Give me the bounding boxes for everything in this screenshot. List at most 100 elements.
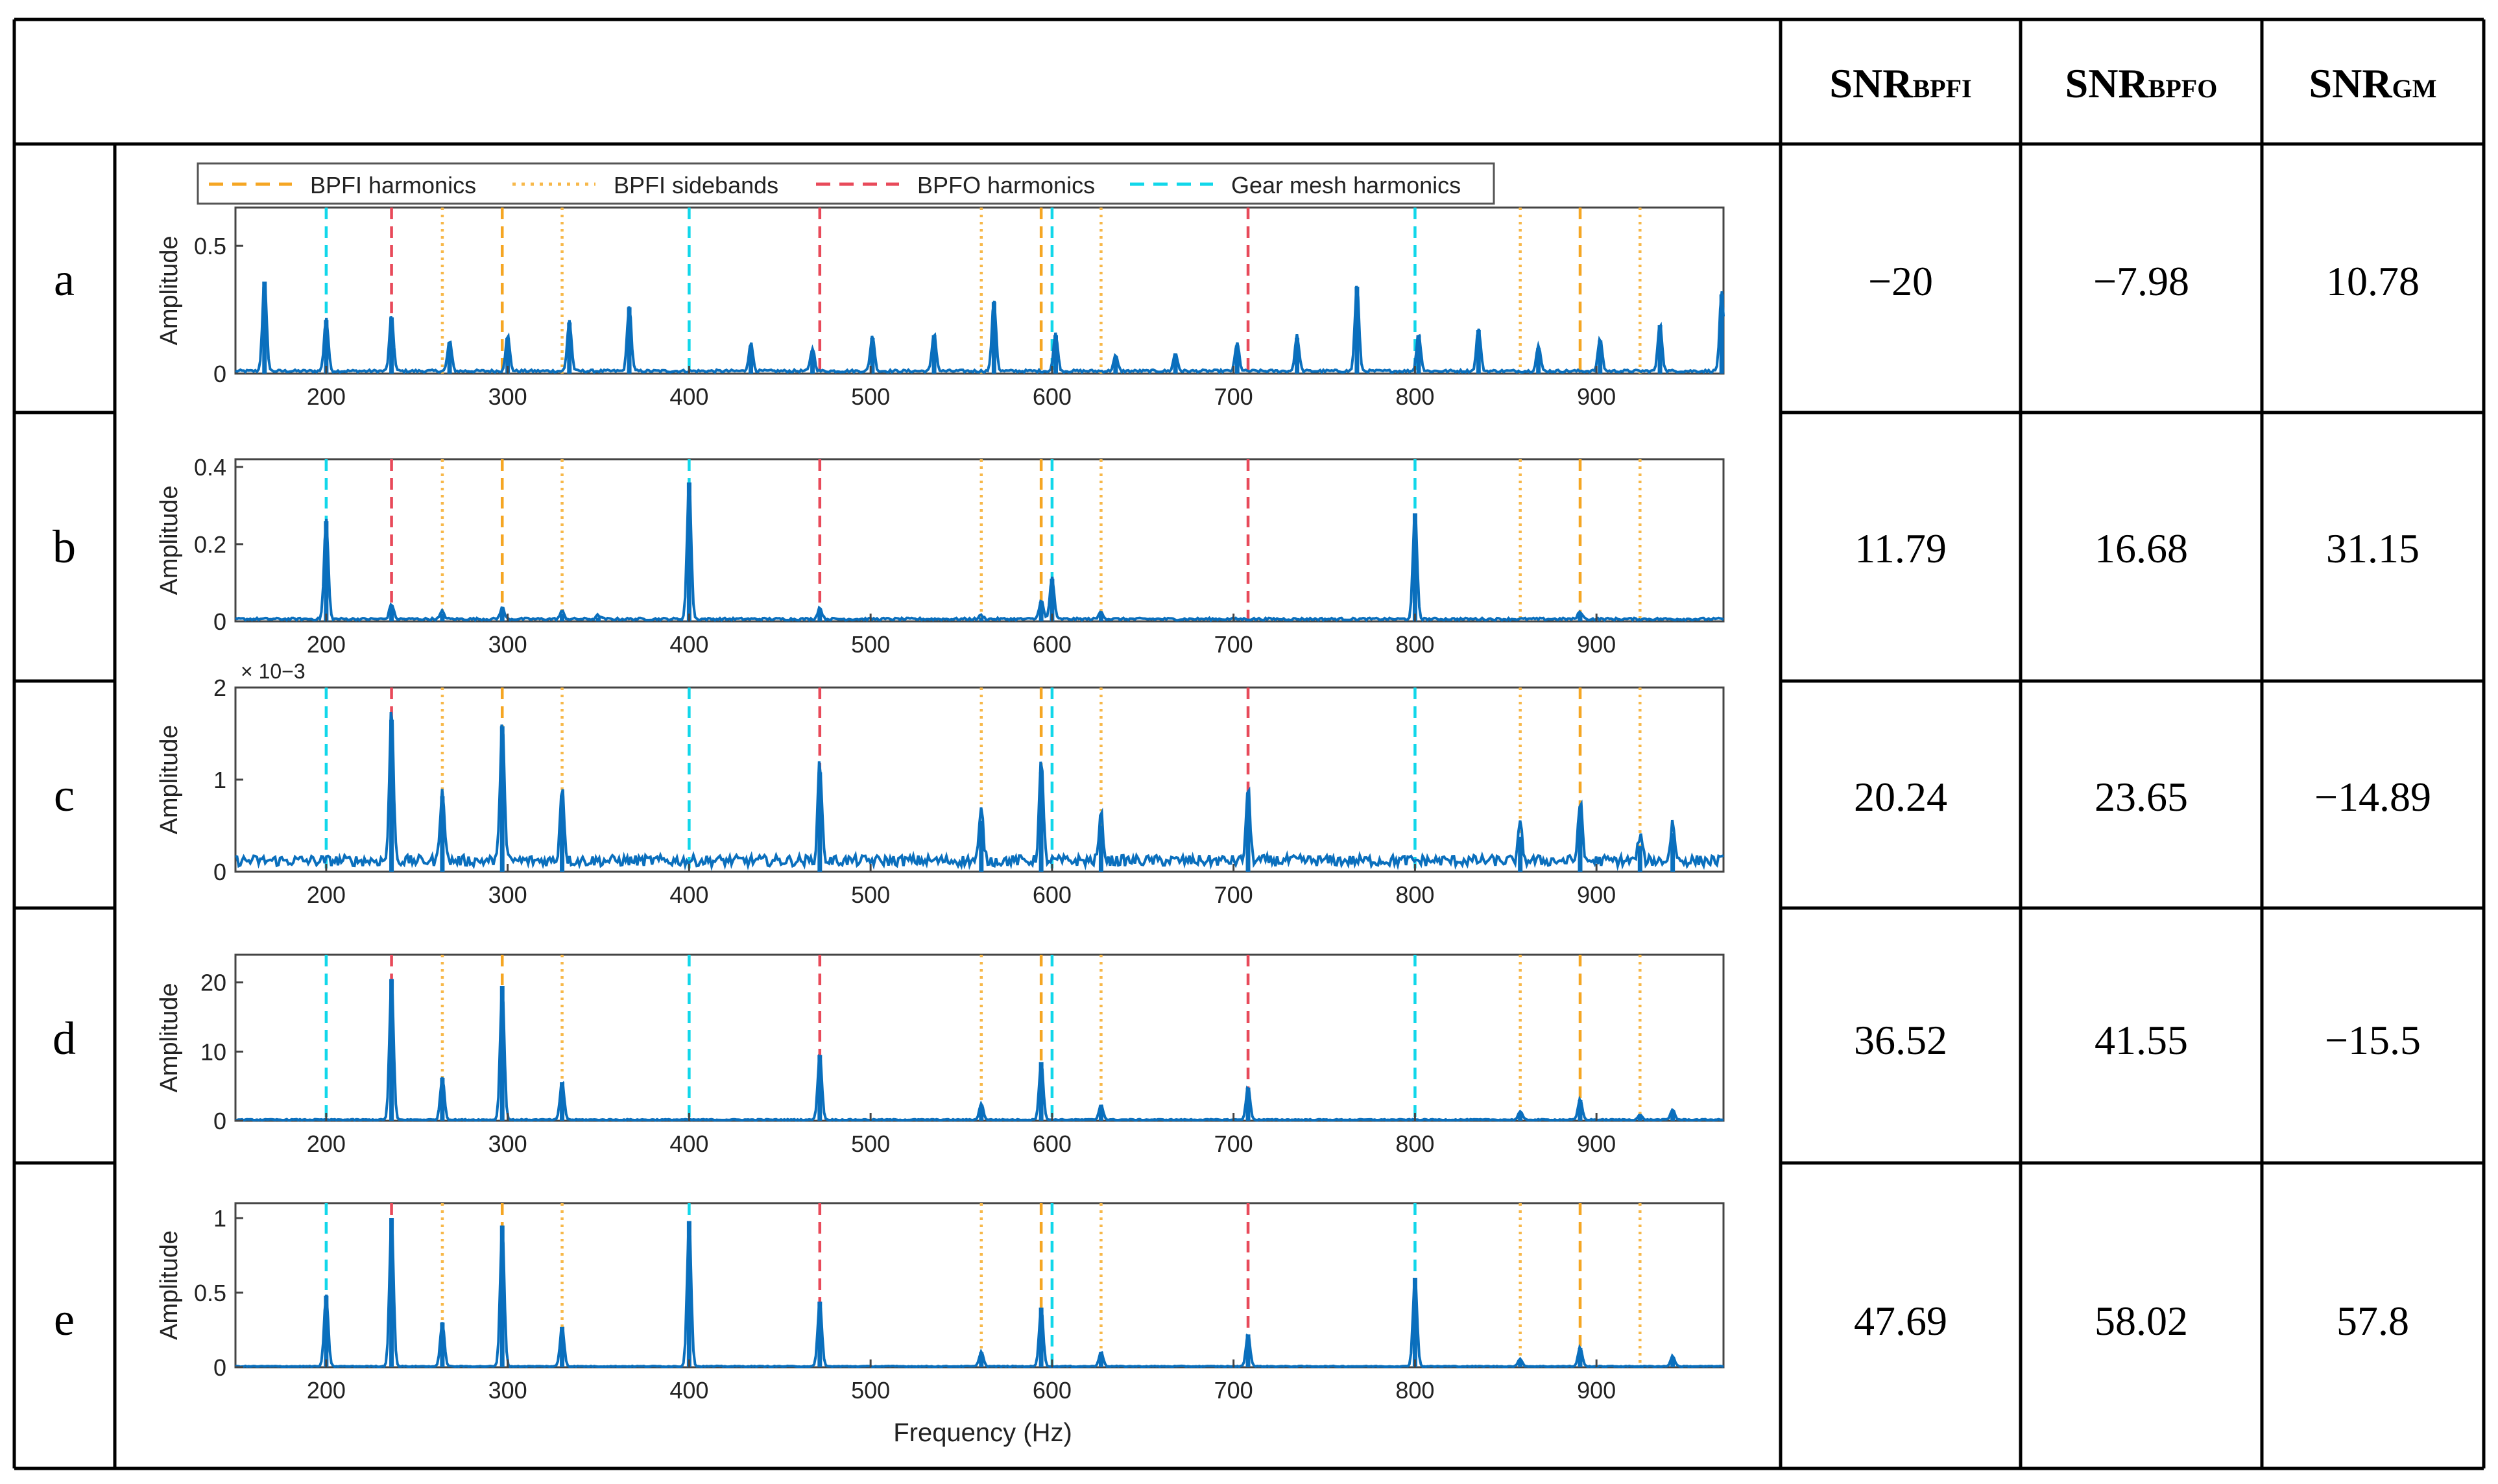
- row-labels: a b c d e: [53, 254, 76, 1345]
- x-tick-label: 800: [1395, 383, 1434, 410]
- snr-value-cell: −14.89: [2314, 774, 2431, 820]
- row-label-b: b: [53, 521, 76, 573]
- spectrum-panel-d: 200 300 400 500 600 700 800 900 0 10 20 Amplitude: [156, 953, 1725, 1157]
- y-axis-title: Amplitude: [156, 1230, 183, 1340]
- chart-legend: BPFI harmonics BPFI sidebands BPFO harmo…: [197, 162, 1495, 205]
- spectrum-panel-b: 200 300 400 500 600 700 800 900 0 0.2 0.4 Amplitude: [156, 454, 1725, 658]
- y-tick-label: 0: [213, 361, 226, 387]
- snr-value-cell: −20: [1868, 258, 1933, 304]
- plot-frame: [234, 206, 1725, 375]
- row-label-d: d: [53, 1012, 76, 1064]
- header-snr-gm: SNRGM: [2309, 60, 2437, 106]
- legend-label: BPFI sidebands: [614, 172, 778, 198]
- x-tick-label: 400: [669, 1377, 708, 1404]
- y-tick-label: 1: [213, 767, 226, 793]
- spectrum-line: [235, 485, 1724, 623]
- snr-value-cell: 36.52: [1854, 1017, 1947, 1063]
- legend-label: BPFI harmonics: [310, 172, 476, 198]
- x-axis-title: Frequency (Hz): [893, 1418, 1072, 1447]
- plot-frame: [234, 1202, 1725, 1369]
- legend-label: BPFO harmonics: [917, 172, 1095, 198]
- snr-value-cell: 16.68: [2095, 525, 2188, 571]
- legend-entry-bpfi-harmonics: BPFI harmonics: [209, 172, 476, 198]
- snr-value-cell: 31.15: [2326, 525, 2420, 571]
- y-tick-label: 0.4: [194, 454, 226, 481]
- y-axis-title: Amplitude: [156, 486, 183, 595]
- x-tick-label: 700: [1214, 881, 1253, 908]
- x-tick-label: 300: [488, 1131, 527, 1157]
- snr-value-cell: 11.79: [1855, 525, 1947, 571]
- y-tick-label: 0.5: [194, 233, 226, 259]
- x-tick-label: 300: [488, 1377, 527, 1404]
- x-tick-label: 500: [851, 631, 890, 658]
- x-tick-label: 900: [1577, 1131, 1616, 1157]
- snr-value-cell: 20.24: [1854, 774, 1947, 820]
- snr-value-cell: −15.5: [2325, 1017, 2421, 1063]
- x-tick-label: 700: [1214, 631, 1253, 658]
- y-tick-label: 0: [213, 608, 226, 635]
- x-tick-label: 500: [851, 383, 890, 410]
- snr-value-cell: 47.69: [1854, 1298, 1947, 1344]
- snr-value-cell: 57.8: [2336, 1298, 2409, 1344]
- x-tick-label: 200: [307, 1377, 346, 1404]
- y-tick-label: 0: [213, 1108, 226, 1134]
- snr-value-cell: −7.98: [2093, 258, 2189, 304]
- x-tick-label: 200: [307, 631, 346, 658]
- spectrum-panel-a: 200 300 400 500 600 700 800 900 0 0.5 Amplitude: [156, 206, 1725, 410]
- x-tick-label: 800: [1395, 1131, 1434, 1157]
- x-tick-label: 400: [669, 631, 708, 658]
- x-tick-label: 600: [1033, 631, 1072, 658]
- x-tick-label: 700: [1214, 1377, 1253, 1404]
- spectrum-panel-e: 200 300 400 500 600 700 800 900 0 0.5 1 Amplitude: [156, 1202, 1725, 1404]
- snr-value-cell: 10.78: [2326, 258, 2420, 304]
- table-header: SNRBPFI SNRBPFO SNRGM: [1829, 60, 2436, 106]
- y-axis-title: Amplitude: [156, 725, 183, 835]
- x-tick-label: 600: [1033, 383, 1072, 410]
- x-tick-label: 300: [488, 881, 527, 908]
- x-tick-label: 500: [851, 1377, 890, 1404]
- plot-frame: [234, 458, 1725, 623]
- x-tick-label: 800: [1395, 881, 1434, 908]
- x-tick-label: 200: [307, 383, 346, 410]
- legend-entry-gear-mesh-harmonics: Gear mesh harmonics: [1130, 172, 1461, 198]
- x-tick-label: 600: [1033, 1131, 1072, 1157]
- x-tick-label: 500: [851, 881, 890, 908]
- x-tick-label: 600: [1033, 1377, 1072, 1404]
- y-tick-label: 1: [213, 1205, 226, 1232]
- y-tick-label: 20: [200, 970, 226, 996]
- plot-frame: [234, 953, 1725, 1122]
- y-tick-label: 0.2: [194, 531, 226, 558]
- x-tick-label: 400: [669, 1131, 708, 1157]
- y-tick-label: 0.5: [194, 1280, 226, 1306]
- y-axis-title: Amplitude: [156, 236, 183, 346]
- table-grid: [12, 18, 2486, 1470]
- x-tick-label: 700: [1214, 383, 1253, 410]
- x-tick-label: 200: [307, 1131, 346, 1157]
- y-axis-title: Amplitude: [156, 983, 183, 1093]
- x-tick-label: 700: [1214, 1131, 1253, 1157]
- snr-value-cell: 23.65: [2095, 774, 2188, 820]
- x-tick-label: 200: [307, 881, 346, 908]
- x-tick-label: 900: [1577, 631, 1616, 658]
- row-label-a: a: [54, 254, 75, 305]
- y-tick-label: 0: [213, 1354, 226, 1381]
- row-label-e: e: [54, 1293, 75, 1345]
- x-tick-label: 400: [669, 383, 708, 410]
- x-tick-label: 400: [669, 881, 708, 908]
- legend-entry-bpfi-sidebands: BPFI sidebands: [512, 172, 778, 198]
- snr-value-cell: 41.55: [2095, 1017, 2188, 1063]
- legend-entry-bpfo-harmonics: BPFO harmonics: [816, 172, 1095, 198]
- x-tick-label: 800: [1395, 1377, 1434, 1404]
- x-tick-label: 600: [1033, 881, 1072, 908]
- x-tick-label: 900: [1577, 383, 1616, 410]
- x-tick-label: 500: [851, 1131, 890, 1157]
- y-tick-label: 10: [200, 1038, 226, 1065]
- x-tick-label: 900: [1577, 1377, 1616, 1404]
- spectrum-panel-c: 200 300 400 500 600 700 800 900 0 1 2 × 10−3 Amplitu…: [156, 660, 1725, 908]
- x-tick-label: 800: [1395, 631, 1434, 658]
- snr-value-cell: 58.02: [2095, 1298, 2188, 1344]
- row-label-c: c: [54, 769, 75, 821]
- y-tick-label: 0: [213, 859, 226, 885]
- y-tick-label: 2: [213, 675, 226, 701]
- x-tick-label: 300: [488, 383, 527, 410]
